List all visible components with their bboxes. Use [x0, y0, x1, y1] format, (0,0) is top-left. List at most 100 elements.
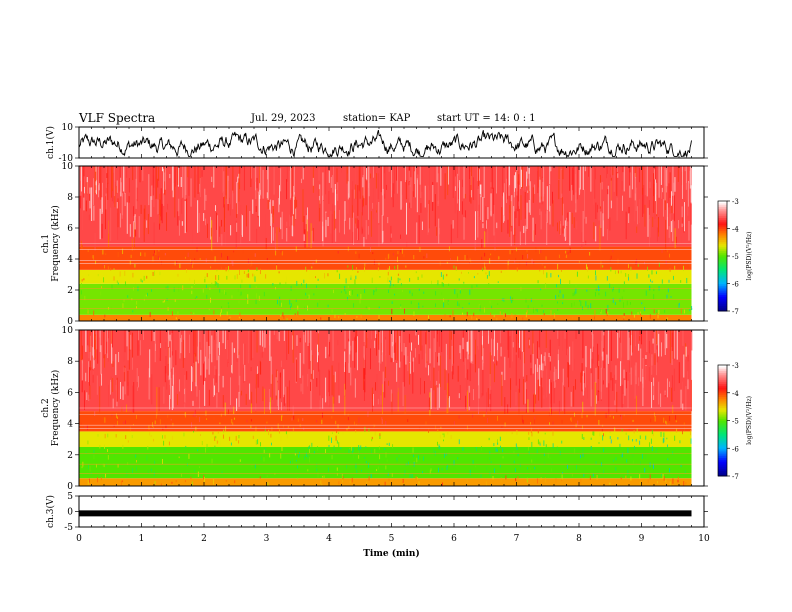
spectral-streak [101, 197, 103, 214]
spectral-streak [279, 300, 281, 306]
spectral-streak [580, 482, 581, 485]
spectral-streak [277, 330, 279, 340]
spectral-streak [350, 345, 352, 351]
spectral-streak [631, 166, 633, 190]
spectral-streak [582, 166, 584, 190]
spectral-streak [444, 314, 446, 319]
spectral-streak [475, 211, 476, 241]
spectral-streak [203, 213, 205, 222]
spectral-streak [89, 193, 91, 201]
spectral-streak [388, 166, 390, 172]
spectral-streak [276, 382, 278, 407]
spectral-streak [112, 377, 114, 392]
spectral-streak [120, 381, 121, 400]
spectral-streak [270, 199, 271, 226]
spectral-streak [156, 386, 158, 416]
spectral-streak [94, 166, 96, 195]
colorbar-cell [718, 403, 727, 407]
spectral-streak [564, 220, 566, 241]
spectral-streak [399, 336, 401, 368]
spectral-streak [384, 448, 386, 451]
spectral-streak [674, 228, 676, 249]
spectral-streak [221, 306, 223, 309]
spectral-streak [89, 385, 91, 400]
spectral-streak [200, 434, 201, 436]
spectral-streak [409, 166, 411, 185]
spectral-streak [149, 349, 151, 378]
spectral-streak [144, 252, 146, 257]
spectral-streak [120, 480, 122, 486]
spectral-streak [541, 362, 543, 388]
spectral-streak [297, 347, 299, 362]
spectral-streak [561, 270, 562, 272]
spectral-streak [206, 273, 208, 278]
spectral-streak [153, 250, 155, 254]
spectral-streak [581, 232, 583, 249]
spectral-streak [502, 456, 504, 459]
spectral-streak [605, 291, 607, 297]
spectral-streak [558, 294, 560, 297]
spectral-streak [167, 363, 169, 376]
spectral-streak [307, 350, 309, 381]
spectral-streak [579, 166, 581, 190]
spectral-streak [372, 393, 373, 412]
spectral-streak [220, 309, 222, 313]
spectral-streak [530, 427, 532, 433]
spectral-streak [227, 359, 229, 367]
spectral-streak [380, 395, 382, 405]
spectral-streak [254, 253, 256, 257]
spectral-streak [490, 182, 492, 188]
spectral-streak [679, 440, 681, 444]
spectral-streak [678, 302, 680, 306]
spectral-streak [403, 308, 405, 314]
spectral-streak [305, 283, 307, 289]
colorbar-cell [718, 385, 727, 388]
spectral-streak [688, 180, 689, 207]
spectral-streak [428, 399, 429, 410]
spectral-streak [666, 317, 668, 321]
spectral-streak [85, 466, 87, 470]
spectral-streak [372, 166, 374, 178]
spectral-streak [113, 276, 115, 281]
spectral-streak [181, 473, 182, 477]
spectral-streak [558, 166, 560, 180]
spectral-streak [418, 215, 420, 244]
colorbar-cell [718, 400, 727, 403]
spectral-streak [445, 453, 447, 456]
spectral-streak [469, 166, 471, 179]
spectral-streak [557, 263, 559, 270]
spectral-streak [204, 381, 206, 406]
spectral-streak [612, 459, 614, 462]
spectral-streak [663, 199, 664, 217]
spectral-streak [452, 220, 454, 229]
spectral-streak [336, 440, 338, 444]
spectral-streak [106, 169, 108, 188]
y-tick-label: 8 [67, 357, 73, 367]
spectral-streak [484, 231, 486, 248]
spectral-streak [366, 330, 368, 348]
spectral-streak [266, 421, 268, 424]
spectral-streak [372, 188, 374, 220]
spectral-streak [382, 166, 384, 196]
spectral-streak [106, 173, 108, 178]
spectral-streak [631, 311, 633, 315]
spectral-streak [500, 477, 502, 483]
spectral-streak [570, 391, 572, 407]
spectral-streak [362, 174, 364, 196]
spectral-streak [266, 475, 268, 477]
spectral-streak [515, 257, 517, 261]
spectral-streak [391, 473, 393, 477]
spectral-streak [204, 188, 206, 211]
spectral-streak [122, 303, 124, 309]
spectral-streak [228, 256, 230, 261]
spectral-streak [455, 266, 457, 271]
spectral-streak [535, 223, 536, 235]
spectral-streak [184, 480, 186, 483]
spectral-streak [262, 386, 264, 402]
spectral-streak [124, 166, 126, 194]
spectral-streak [642, 187, 644, 217]
spectral-streak [571, 184, 573, 201]
y-axis-label: ch.2Frequency (kHz) [41, 370, 61, 447]
spectral-streak [466, 425, 468, 430]
spectral-streak [131, 468, 133, 474]
